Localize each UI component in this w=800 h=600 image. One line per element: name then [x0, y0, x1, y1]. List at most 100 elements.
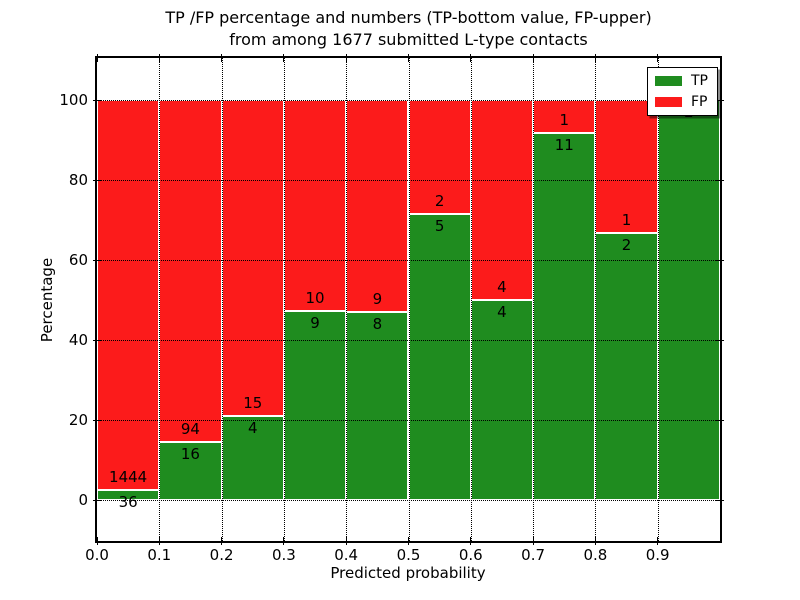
fp-count-label: 1444 — [109, 468, 148, 487]
x-tick-bottom — [283, 537, 285, 545]
y-tick-label: 20 — [68, 411, 88, 429]
bar-segment-fp — [221, 100, 284, 416]
x-tick-top — [96, 54, 98, 62]
y-tick-left — [93, 99, 101, 101]
bar-segment-fp — [595, 100, 658, 234]
legend: TP FP — [647, 67, 718, 116]
x-tick-label: 0.9 — [645, 546, 670, 564]
bar-segment-fp — [283, 100, 347, 311]
x-tick-label: 0.4 — [334, 546, 359, 564]
y-tick-right — [716, 419, 724, 421]
y-tick-left — [93, 339, 101, 341]
fp-count-label: 9 — [372, 289, 383, 308]
x-tick-label: 0.3 — [271, 546, 296, 564]
x-tick-top — [594, 54, 596, 62]
y-tick-label: 0 — [78, 491, 88, 509]
gridline-vertical — [533, 58, 535, 541]
y-tick-left — [93, 259, 101, 261]
x-tick-top — [158, 54, 160, 62]
bar-segment-tp — [595, 233, 658, 500]
y-axis-title: Percentage — [38, 257, 56, 343]
gridline-vertical — [159, 58, 161, 541]
x-tick-bottom — [158, 537, 160, 545]
legend-label-tp: TP — [691, 73, 708, 89]
x-tick-bottom — [470, 537, 472, 545]
tp-count-label: 9 — [310, 313, 320, 332]
tp-count-label: 2 — [621, 236, 632, 255]
legend-label-fp: FP — [691, 94, 708, 110]
x-tick-top — [532, 54, 534, 62]
x-tick-label: 0.6 — [458, 546, 483, 564]
y-tick-label: 100 — [59, 91, 88, 109]
x-tick-top — [470, 54, 472, 62]
bar-segment-tp — [657, 100, 720, 500]
y-tick-label: 80 — [68, 171, 88, 189]
tp-count-label: 16 — [180, 444, 200, 463]
y-tick-left — [93, 499, 101, 501]
x-tick-label: 0.1 — [147, 546, 172, 564]
bar-segment-tp — [97, 490, 160, 500]
tp-count-label: 8 — [372, 314, 383, 333]
bar-segment-fp — [159, 100, 222, 442]
gridline-vertical — [595, 58, 597, 541]
bar-segment-fp — [470, 100, 534, 300]
bar-segment-tp — [470, 300, 534, 500]
legend-row-tp: TP — [655, 74, 708, 88]
legend-swatch-fp-icon — [655, 97, 682, 107]
legend-swatch-tp-icon — [655, 76, 682, 86]
y-tick-right — [716, 179, 724, 181]
x-tick-bottom — [657, 537, 659, 545]
x-tick-top — [221, 54, 223, 62]
bar-segment-fp — [408, 100, 471, 215]
y-tick-left — [93, 419, 101, 421]
x-tick-bottom — [532, 537, 534, 545]
tp-count-label: 11 — [554, 136, 574, 155]
bar-segment-tp — [408, 214, 471, 500]
plot-area: 1444369416154109982544111122 — [93, 54, 724, 545]
x-tick-top — [657, 54, 659, 62]
x-tick-bottom — [345, 537, 347, 545]
x-tick-bottom — [408, 537, 409, 545]
y-tick-left — [93, 179, 101, 181]
x-tick-top — [345, 54, 347, 62]
fp-count-label: 1 — [559, 111, 570, 130]
y-tick-label: 60 — [68, 251, 88, 269]
gridline-vertical — [221, 58, 223, 541]
gridline-vertical — [283, 58, 285, 541]
gridline-vertical — [657, 58, 659, 541]
x-tick-label: 0.7 — [521, 546, 546, 564]
legend-row-fp: FP — [655, 95, 708, 109]
y-tick-right — [716, 499, 724, 501]
bar-segment-tp — [533, 133, 596, 500]
y-tick-right — [716, 259, 724, 261]
y-tick-right — [716, 339, 724, 341]
x-tick-bottom — [96, 537, 98, 545]
bar-segment-tp — [159, 441, 222, 500]
x-tick-top — [408, 54, 409, 62]
tp-count-label: 4 — [497, 303, 507, 321]
x-tick-bottom — [594, 537, 596, 545]
tp-count-label: 4 — [247, 418, 258, 437]
fp-count-label: 94 — [180, 419, 200, 438]
bar-segment-fp — [346, 100, 409, 312]
y-tick-label: 40 — [68, 331, 88, 349]
fp-count-label: 10 — [305, 288, 325, 307]
x-tick-label: 0.5 — [396, 546, 421, 564]
fp-count-label: 15 — [243, 393, 263, 412]
bar-segment-tp — [283, 310, 347, 500]
x-tick-label: 0.2 — [209, 546, 234, 564]
gridline-vertical — [346, 58, 348, 541]
x-tick-top — [283, 54, 285, 62]
chart-title-line1: TP /FP percentage and numbers (TP-bottom… — [165, 8, 652, 27]
fp-count-label: 4 — [497, 278, 507, 296]
fp-count-label: 2 — [434, 192, 445, 211]
tp-count-label: 36 — [118, 493, 138, 512]
tp-count-label: 5 — [434, 217, 445, 236]
gridline-vertical — [470, 58, 472, 541]
bar-segment-tp — [346, 311, 409, 500]
x-tick-label: 0.0 — [85, 546, 109, 564]
bar-segment-fp — [97, 100, 160, 491]
x-axis-title: Predicted probability — [330, 564, 486, 582]
x-tick-label: 0.8 — [583, 546, 608, 564]
